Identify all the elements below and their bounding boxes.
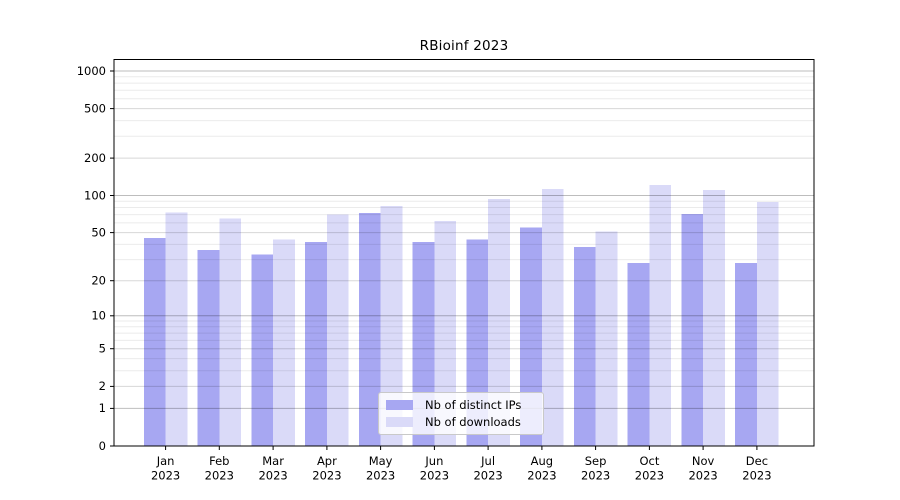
bar-nov-downloads bbox=[703, 189, 725, 446]
x-tick-label: Dec 2023 bbox=[742, 454, 771, 483]
x-tick-label: Jul 2023 bbox=[473, 454, 502, 483]
x-tick-label: Oct 2023 bbox=[635, 454, 664, 483]
x-tick-label: May 2023 bbox=[366, 454, 395, 483]
y-tick-label: 500 bbox=[84, 101, 106, 115]
y-tick-label: 20 bbox=[91, 274, 106, 288]
bar-feb-ips bbox=[197, 250, 220, 446]
y-tick-label: 0 bbox=[99, 439, 106, 453]
bar-may-downloads bbox=[380, 206, 403, 446]
bar-oct-downloads bbox=[649, 184, 672, 447]
legend-swatch-distinct-ips bbox=[386, 400, 413, 411]
bar-oct-ips bbox=[627, 263, 650, 446]
y-tick-label: 2 bbox=[99, 379, 106, 393]
bar-feb-downloads bbox=[219, 218, 242, 446]
y-tick-label: 200 bbox=[84, 151, 106, 165]
y-tick-label: 100 bbox=[84, 188, 106, 202]
bar-jan-downloads bbox=[165, 212, 188, 446]
bar-mar-ips bbox=[251, 254, 274, 446]
y-tick-label: 10 bbox=[91, 309, 106, 323]
y-tick-label: 1000 bbox=[77, 64, 106, 78]
bar-jun-downloads bbox=[434, 221, 457, 446]
x-tick-label: Feb 2023 bbox=[205, 454, 234, 483]
x-tick-label: Nov 2023 bbox=[688, 454, 717, 483]
bar-aug-ips bbox=[520, 227, 542, 446]
bar-jan-ips bbox=[143, 238, 166, 446]
bar-sep-ips bbox=[573, 247, 596, 446]
bar-dec-downloads bbox=[756, 201, 779, 446]
x-tick-label: Mar 2023 bbox=[258, 454, 287, 483]
y-tick-label: 1 bbox=[99, 401, 106, 415]
bar-mar-downloads bbox=[273, 239, 295, 446]
y-tick-label: 5 bbox=[99, 342, 106, 356]
bar-apr-ips bbox=[305, 241, 327, 446]
y-tick-label: 50 bbox=[91, 225, 106, 239]
x-tick-label: Aug 2023 bbox=[527, 454, 556, 483]
legend-label-distinct-ips: Nb of distinct IPs bbox=[425, 398, 522, 413]
legend-item-downloads: Nb of downloads bbox=[386, 415, 535, 429]
bar-may-ips bbox=[358, 213, 381, 446]
bar-apr-downloads bbox=[326, 214, 349, 446]
bar-jul-downloads bbox=[488, 198, 510, 446]
x-tick-label: Sep 2023 bbox=[581, 454, 610, 483]
legend-item-distinct-ips: Nb of distinct IPs bbox=[386, 398, 535, 412]
axes-spines bbox=[113, 59, 815, 447]
legend-label-downloads: Nb of downloads bbox=[425, 414, 521, 429]
chart-title: RBioinf 2023 bbox=[419, 38, 509, 54]
bar-dec-ips bbox=[735, 263, 757, 446]
bar-aug-downloads bbox=[541, 188, 564, 446]
x-tick-label: Jan 2023 bbox=[151, 454, 180, 483]
x-tick-label: Jun 2023 bbox=[420, 454, 449, 483]
bar-nov-ips bbox=[681, 213, 704, 446]
bar-sep-downloads bbox=[595, 231, 618, 446]
x-tick-label: Apr 2023 bbox=[312, 454, 341, 483]
legend-swatch-downloads bbox=[386, 416, 413, 427]
legend: Nb of distinct IPs Nb of downloads bbox=[378, 392, 544, 435]
